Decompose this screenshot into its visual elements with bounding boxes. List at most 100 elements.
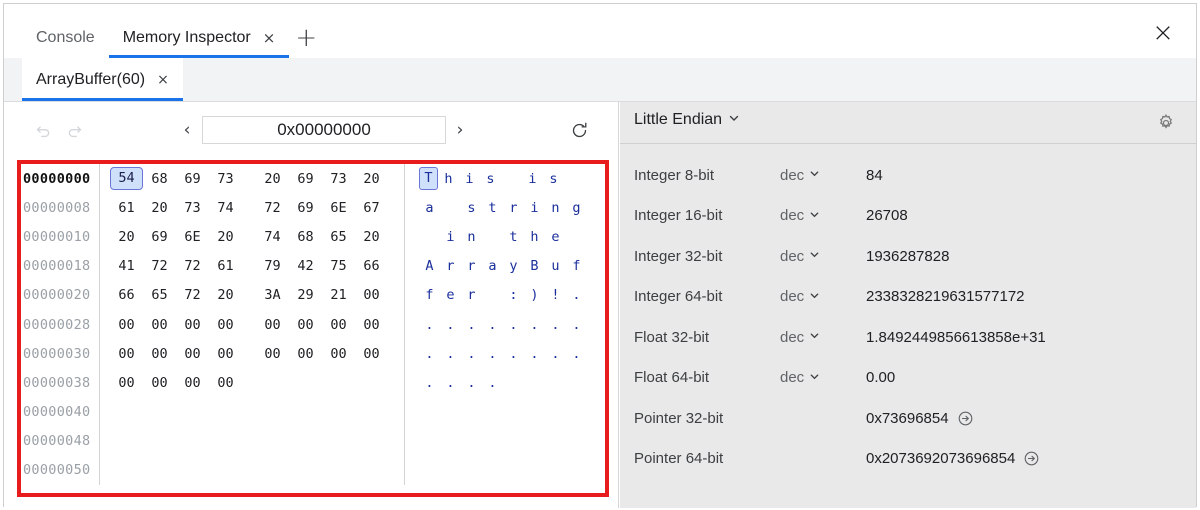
next-page-button[interactable]: › [456, 120, 464, 140]
ascii-char[interactable]: h [444, 170, 453, 187]
hex-byte[interactable]: 73 [330, 170, 347, 187]
gear-icon[interactable] [1156, 113, 1176, 133]
ascii-char[interactable]: . [467, 345, 476, 362]
hex-byte[interactable]: 66 [118, 287, 135, 304]
format-select[interactable]: dec [780, 369, 866, 386]
ascii-char[interactable]: : [509, 287, 518, 304]
hex-byte[interactable]: 20 [217, 287, 234, 304]
ascii-char[interactable]: f [425, 287, 434, 304]
hex-row[interactable]: 00000030 00 00 00 00 00 00 00 00........ [21, 339, 605, 369]
ascii-char[interactable]: r [467, 258, 476, 275]
hex-byte[interactable]: 75 [330, 258, 347, 275]
ascii-char[interactable]: B [530, 258, 539, 275]
ascii-char[interactable]: . [467, 316, 476, 333]
hex-byte[interactable]: 6E [330, 199, 347, 216]
ascii-char[interactable]: . [572, 287, 581, 304]
ascii-char[interactable]: s [467, 199, 476, 216]
hex-byte[interactable]: 73 [184, 199, 201, 216]
hex-byte[interactable]: 20 [264, 170, 281, 187]
redo-icon[interactable] [61, 117, 87, 143]
hex-byte[interactable]: 21 [330, 287, 347, 304]
hex-byte[interactable]: 69 [184, 170, 201, 187]
close-icon[interactable]: × [157, 71, 169, 88]
ascii-char[interactable]: i [446, 228, 455, 245]
add-tab-button[interactable]: + [295, 23, 318, 53]
hex-byte[interactable]: 00 [363, 287, 380, 304]
ascii-char[interactable]: t [488, 199, 497, 216]
ascii-char[interactable]: . [425, 345, 434, 362]
ascii-char[interactable]: s [486, 170, 495, 187]
hex-byte[interactable]: 20 [363, 170, 380, 187]
ascii-char[interactable]: . [572, 316, 581, 333]
close-icon[interactable]: × [262, 28, 276, 47]
ascii-char[interactable]: n [551, 199, 560, 216]
hex-byte[interactable]: 41 [118, 258, 135, 275]
hex-byte[interactable]: 00 [118, 374, 135, 391]
ascii-char[interactable]: . [425, 316, 434, 333]
hex-byte[interactable]: 00 [264, 345, 281, 362]
ascii-char[interactable]: a [488, 258, 497, 275]
ascii-char[interactable]: . [446, 345, 455, 362]
ascii-char[interactable]: . [509, 316, 518, 333]
hex-byte[interactable]: 73 [217, 170, 234, 187]
hex-byte[interactable]: 69 [297, 170, 314, 187]
hex-row[interactable]: 00000038 00 00 00 00.... [21, 368, 605, 398]
ascii-char[interactable] [482, 287, 503, 303]
hex-byte[interactable]: 61 [118, 199, 135, 216]
hex-byte[interactable]: 69 [297, 199, 314, 216]
ascii-char[interactable]: . [446, 374, 455, 391]
hex-byte[interactable]: 20 [363, 228, 380, 245]
ascii-char[interactable]: e [446, 287, 455, 304]
ascii-char[interactable]: e [551, 228, 560, 245]
ascii-char[interactable]: f [572, 258, 581, 275]
ascii-char[interactable]: g [572, 199, 581, 216]
format-select[interactable]: dec [780, 167, 866, 184]
ascii-char[interactable]: t [509, 228, 518, 245]
hex-byte[interactable]: 79 [264, 258, 281, 275]
hex-row[interactable]: 00000020 66 65 72 20 3A 29 21 00 f e r :)!. [21, 280, 605, 310]
hex-byte[interactable]: 72 [151, 258, 168, 275]
ascii-char[interactable]: . [488, 345, 497, 362]
hex-byte[interactable]: 00 [363, 316, 380, 333]
hex-byte[interactable]: 20 [118, 228, 135, 245]
hex-byte[interactable]: 72 [184, 287, 201, 304]
hex-byte[interactable]: 00 [118, 316, 135, 333]
hex-byte[interactable]: 42 [297, 258, 314, 275]
ascii-char[interactable] [566, 229, 587, 245]
ascii-char[interactable]: A [425, 258, 434, 275]
ascii-char[interactable] [501, 171, 522, 187]
hex-byte[interactable]: 00 [184, 316, 201, 333]
ascii-char[interactable]: r [509, 199, 518, 216]
ascii-char[interactable]: r [446, 258, 455, 275]
hex-byte[interactable]: 00 [217, 345, 234, 362]
ascii-char[interactable]: h [530, 228, 539, 245]
previous-page-button[interactable]: ‹ [183, 120, 191, 140]
hex-byte[interactable]: 67 [363, 199, 380, 216]
ascii-char[interactable] [440, 200, 461, 216]
ascii-char[interactable]: . [509, 345, 518, 362]
hex-row[interactable]: 00000028 00 00 00 00 00 00 00 00........ [21, 309, 605, 340]
ascii-char[interactable]: . [530, 345, 539, 362]
ascii-char[interactable]: . [488, 316, 497, 333]
hex-byte[interactable]: 00 [151, 345, 168, 362]
hex-byte[interactable]: 00 [151, 374, 168, 391]
hex-byte[interactable]: 20 [217, 228, 234, 245]
hex-byte[interactable]: 61 [217, 258, 234, 275]
ascii-char[interactable]: . [551, 316, 560, 333]
hex-byte[interactable]: 65 [151, 287, 168, 304]
ascii-char[interactable] [419, 229, 440, 245]
jump-to-address-icon[interactable] [1023, 450, 1040, 467]
hex-byte-selected[interactable]: 54 [110, 167, 143, 191]
hex-byte[interactable]: 00 [151, 316, 168, 333]
ascii-char-selected[interactable]: T [419, 167, 438, 191]
hex-byte[interactable]: 69 [151, 228, 168, 245]
hex-row[interactable]: 00000050 [21, 455, 605, 486]
ascii-char[interactable] [482, 229, 503, 245]
hex-byte[interactable]: 72 [184, 258, 201, 275]
hex-byte[interactable]: 65 [330, 228, 347, 245]
format-select[interactable]: dec [780, 207, 866, 224]
